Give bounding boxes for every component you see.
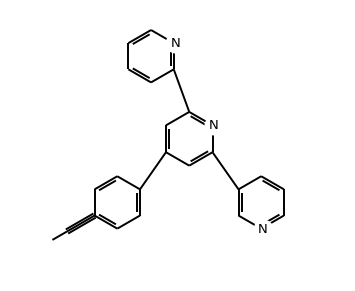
Text: N: N xyxy=(258,223,268,236)
Point xyxy=(260,227,266,232)
Text: N: N xyxy=(209,119,219,132)
Point xyxy=(173,41,178,45)
Text: N: N xyxy=(170,37,180,50)
Point xyxy=(211,123,217,128)
